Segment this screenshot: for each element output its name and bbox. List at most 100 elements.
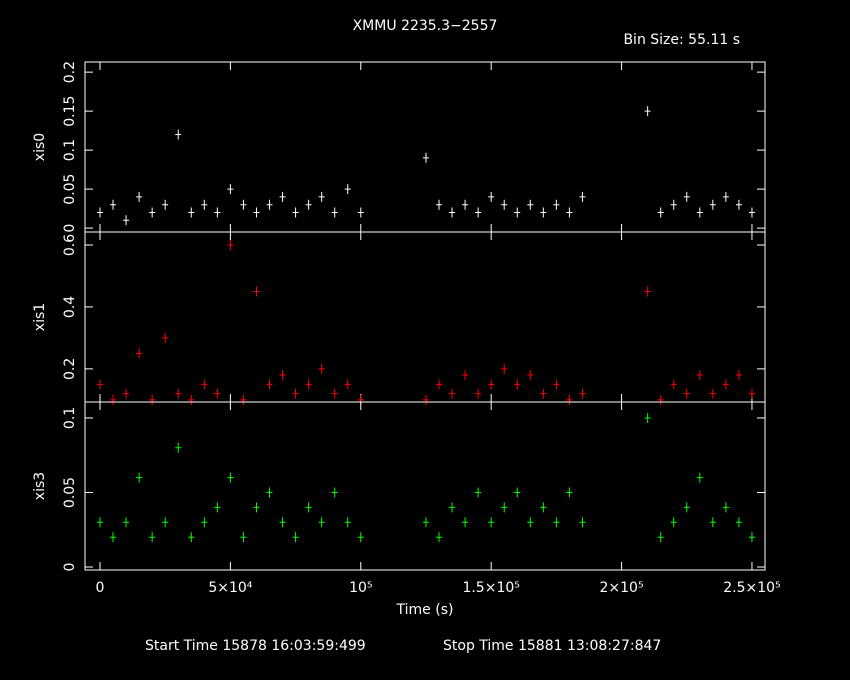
data-point: [214, 502, 221, 513]
y-axis-label: xis3: [32, 472, 48, 500]
data-point: [514, 379, 521, 390]
x-tick-label: 1.5×10⁵: [462, 580, 519, 596]
data-point: [318, 517, 325, 528]
data-point: [279, 191, 286, 202]
x-tick-label: 2.5×10⁵: [723, 580, 780, 596]
data-point: [735, 370, 742, 381]
y-tick-label: 0.05: [62, 174, 78, 205]
x-tick-label: 10⁵: [349, 580, 372, 596]
data-point: [488, 191, 495, 202]
data-point: [331, 207, 338, 218]
start-time: Start Time 15878 16:03:59:499: [145, 638, 366, 654]
data-point: [149, 394, 156, 405]
data-point: [214, 388, 221, 399]
data-point: [175, 442, 182, 453]
data-point: [188, 532, 195, 543]
data-point: [644, 106, 651, 117]
data-point: [227, 472, 234, 483]
data-point: [579, 191, 586, 202]
data-point: [527, 199, 534, 210]
data-point: [657, 207, 664, 218]
data-point: [514, 487, 521, 498]
data-point: [214, 207, 221, 218]
y-axis-label: xis1: [32, 303, 48, 331]
data-point: [227, 240, 234, 251]
data-point: [488, 379, 495, 390]
data-point: [436, 532, 443, 543]
data-point: [709, 388, 716, 399]
data-point: [188, 207, 195, 218]
y-tick-label: 0.4: [62, 296, 78, 318]
data-point: [566, 207, 573, 218]
data-point: [292, 532, 299, 543]
data-point: [344, 517, 351, 528]
y-tick-label: 0.2: [62, 61, 78, 83]
data-point: [253, 286, 260, 297]
stop-time: Stop Time 15881 13:08:27:847: [443, 638, 661, 654]
data-point: [579, 517, 586, 528]
data-point: [566, 394, 573, 405]
data-point: [579, 388, 586, 399]
data-point: [436, 199, 443, 210]
data-point: [344, 379, 351, 390]
data-point: [670, 199, 677, 210]
data-point: [292, 388, 299, 399]
data-point: [318, 191, 325, 202]
data-point: [123, 517, 130, 528]
data-point: [136, 472, 143, 483]
data-point: [501, 363, 508, 374]
data-point: [331, 487, 338, 498]
data-point: [240, 199, 247, 210]
data-point: [527, 517, 534, 528]
data-point: [279, 370, 286, 381]
data-point: [540, 502, 547, 513]
data-point: [553, 517, 560, 528]
data-point: [722, 502, 729, 513]
panel-frame: [84, 401, 766, 571]
data-point: [748, 388, 755, 399]
data-point: [149, 532, 156, 543]
y-tick-label: 0.2: [62, 358, 78, 380]
data-point: [305, 379, 312, 390]
data-point: [175, 129, 182, 140]
data-point: [683, 388, 690, 399]
y-tick-label: 0.6: [62, 234, 78, 256]
x-axis-label: Time (s): [396, 602, 454, 618]
data-point: [683, 502, 690, 513]
y-tick-label: 0.05: [62, 477, 78, 508]
data-point: [110, 199, 117, 210]
data-point: [748, 207, 755, 218]
data-point: [188, 394, 195, 405]
data-point: [110, 532, 117, 543]
data-point: [696, 207, 703, 218]
data-point: [462, 370, 469, 381]
data-point: [748, 532, 755, 543]
data-point: [240, 532, 247, 543]
data-point: [709, 517, 716, 528]
data-point: [318, 363, 325, 374]
data-point: [175, 388, 182, 399]
y-tick-label: 0.1: [62, 139, 78, 161]
data-point: [683, 191, 690, 202]
x-tick-label: 0: [96, 580, 105, 596]
data-point: [670, 517, 677, 528]
data-point: [227, 184, 234, 195]
data-point: [735, 517, 742, 528]
data-point: [501, 502, 508, 513]
data-point: [436, 379, 443, 390]
data-point: [462, 517, 469, 528]
data-point: [266, 199, 273, 210]
x-tick-label: 2×10⁵: [600, 580, 644, 596]
y-axis-label: xis0: [32, 133, 48, 161]
data-point: [449, 388, 456, 399]
data-point: [266, 379, 273, 390]
data-point: [449, 502, 456, 513]
data-point: [657, 394, 664, 405]
data-point: [266, 487, 273, 498]
data-point: [305, 502, 312, 513]
data-point: [240, 394, 247, 405]
data-point: [722, 191, 729, 202]
data-point: [709, 199, 716, 210]
data-point: [422, 152, 429, 163]
y-tick-label: 0.1: [62, 407, 78, 429]
